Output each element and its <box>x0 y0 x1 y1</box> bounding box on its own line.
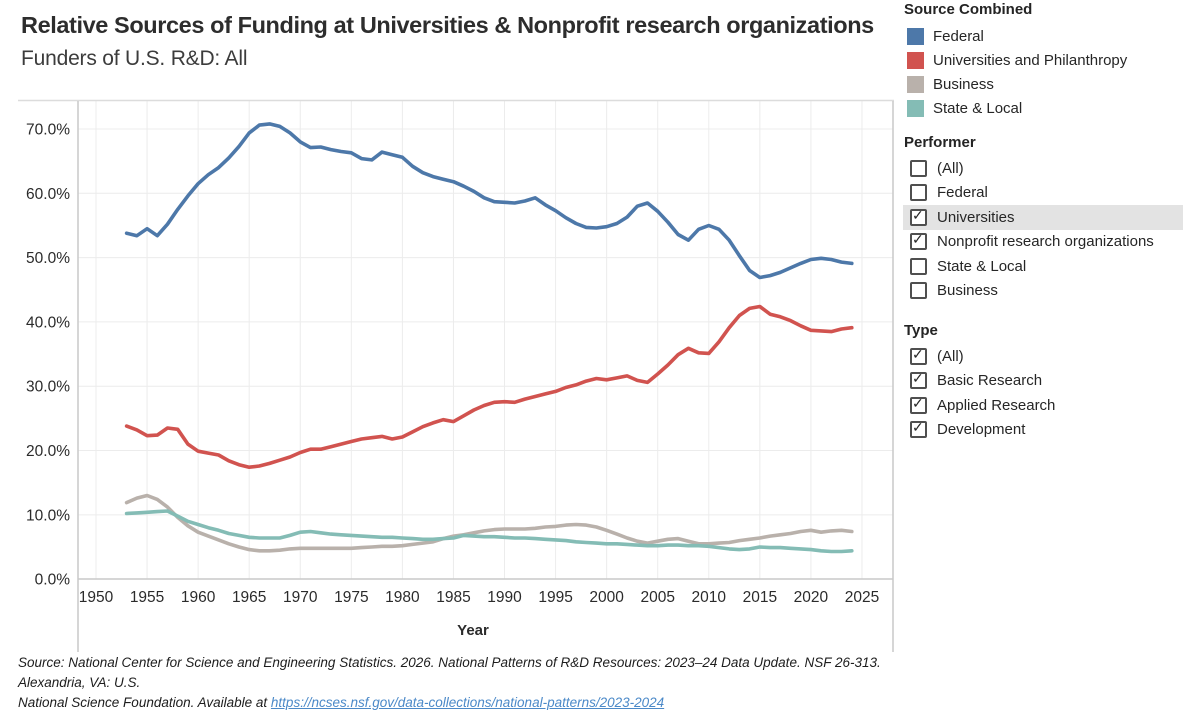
source-note-line1: Source: National Center for Science and … <box>18 655 881 690</box>
filter-option[interactable]: ✓ Nonprofit research organizations <box>903 230 1183 255</box>
svg-text:50.0%: 50.0% <box>26 250 70 267</box>
legend-item-label: Federal <box>933 27 984 45</box>
legend-item-label: Universities and Philanthropy <box>933 51 1128 69</box>
checkbox-unchecked-icon[interactable] <box>910 159 927 177</box>
filter-option[interactable]: ✓ Applied Research <box>903 393 1183 418</box>
filter-option-label: Nonprofit research organizations <box>937 233 1154 251</box>
svg-text:10.0%: 10.0% <box>26 507 70 524</box>
svg-text:2005: 2005 <box>640 589 674 606</box>
page-subtitle: Funders of U.S. R&D: All <box>21 47 248 70</box>
legend-swatch-icon <box>907 75 924 93</box>
svg-text:2025: 2025 <box>845 589 879 606</box>
filter-option[interactable]: ✓ (All) <box>903 344 1183 369</box>
check-mark-icon: ✓ <box>912 345 924 362</box>
filter-option-label: (All) <box>937 159 964 177</box>
filter-option-label: State & Local <box>937 257 1027 275</box>
checkbox-unchecked-icon[interactable] <box>910 282 927 300</box>
svg-text:1955: 1955 <box>130 589 164 606</box>
filter-option[interactable]: Federal <box>903 181 1183 206</box>
filter-option[interactable]: State & Local <box>903 254 1183 279</box>
filter-option[interactable]: ✓ Basic Research <box>903 369 1183 394</box>
source-link[interactable]: https://ncses.nsf.gov/data-collections/n… <box>270 695 665 710</box>
svg-text:0.0%: 0.0% <box>35 572 71 589</box>
legend-panel: Source Combined Federal Universities and … <box>903 1 1200 442</box>
svg-text:2020: 2020 <box>794 589 829 606</box>
checkbox-checked-icon[interactable]: ✓ <box>910 345 927 365</box>
filter-option[interactable]: ✓ Development <box>903 418 1183 443</box>
legend-swatch-icon <box>907 27 924 45</box>
legend-item-label: State & Local <box>933 99 1023 117</box>
svg-text:1980: 1980 <box>385 589 420 606</box>
svg-text:1995: 1995 <box>538 589 572 606</box>
filter-groups: Performer (All) Federal ✓ Universities ✓ Nonpr… <box>903 134 1200 442</box>
check-mark-icon: ✓ <box>912 419 924 436</box>
filter-title-type: Type <box>904 322 938 339</box>
svg-text:1990: 1990 <box>487 589 522 606</box>
legend-item[interactable]: Business <box>903 72 1200 96</box>
svg-text:40.0%: 40.0% <box>26 314 70 331</box>
svg-text:Year: Year <box>457 622 489 639</box>
legend-item[interactable]: State & Local <box>903 96 1200 120</box>
legend-items: Federal Universities and Philanthropy Busi… <box>903 24 1200 120</box>
legend-title: Source Combined <box>904 1 1033 18</box>
filter-option-label: Business <box>937 282 998 300</box>
svg-text:30.0%: 30.0% <box>26 379 70 396</box>
legend-item[interactable]: Universities and Philanthropy <box>903 48 1200 72</box>
filter-option-label: Development <box>937 421 1026 439</box>
check-mark-icon: ✓ <box>912 394 924 411</box>
checkbox-checked-icon[interactable]: ✓ <box>910 419 927 439</box>
plot-area: 0.0% 10.0% 20.0% 30.0% 40.0% 50.0% 60.0% 70.0% 1… <box>18 99 894 659</box>
source-note: Source: National Center for Science and … <box>18 653 908 713</box>
filter-option-label: Basic Research <box>937 372 1043 390</box>
svg-text:1960: 1960 <box>181 589 216 606</box>
svg-text:20.0%: 20.0% <box>26 443 70 460</box>
svg-text:2010: 2010 <box>692 589 727 606</box>
svg-text:70.0%: 70.0% <box>26 122 70 139</box>
legend-swatch-icon <box>907 99 924 117</box>
checkbox-checked-icon[interactable]: ✓ <box>910 206 927 226</box>
filter-option[interactable]: (All) <box>903 156 1183 181</box>
checkbox-checked-icon[interactable]: ✓ <box>910 231 927 251</box>
check-mark-icon: ✓ <box>912 206 924 223</box>
filter-option-label: Applied Research <box>937 396 1056 414</box>
filter-option-label: (All) <box>937 347 964 365</box>
check-mark-icon: ✓ <box>912 231 924 248</box>
checkbox-unchecked-icon[interactable] <box>910 257 927 275</box>
svg-text:2000: 2000 <box>589 589 624 606</box>
checkbox-unchecked-icon[interactable] <box>910 184 927 202</box>
svg-text:1970: 1970 <box>283 589 318 606</box>
source-note-line2: National Science Foundation. Available a… <box>18 695 271 710</box>
svg-text:2015: 2015 <box>743 589 777 606</box>
checkbox-checked-icon[interactable]: ✓ <box>910 370 927 390</box>
filter-title-performer: Performer <box>904 134 976 151</box>
filter-option-label: Federal <box>937 184 988 202</box>
checkbox-checked-icon[interactable]: ✓ <box>910 394 927 414</box>
svg-text:1950: 1950 <box>79 589 114 606</box>
filter-option[interactable]: ✓ Universities <box>903 205 1183 230</box>
filter-option-label: Universities <box>937 208 1015 226</box>
legend-swatch-icon <box>907 51 924 69</box>
svg-text:1975: 1975 <box>334 589 368 606</box>
svg-text:1985: 1985 <box>436 589 470 606</box>
check-mark-icon: ✓ <box>912 370 924 387</box>
svg-text:1965: 1965 <box>232 589 266 606</box>
legend-item[interactable]: Federal <box>903 24 1200 48</box>
svg-text:60.0%: 60.0% <box>26 186 70 203</box>
page-title: Relative Sources of Funding at Universit… <box>21 12 874 38</box>
legend-item-label: Business <box>933 75 994 93</box>
filter-option[interactable]: Business <box>903 279 1183 304</box>
chart-svg: 0.0% 10.0% 20.0% 30.0% 40.0% 50.0% 60.0% 70.0% 1… <box>18 99 894 652</box>
